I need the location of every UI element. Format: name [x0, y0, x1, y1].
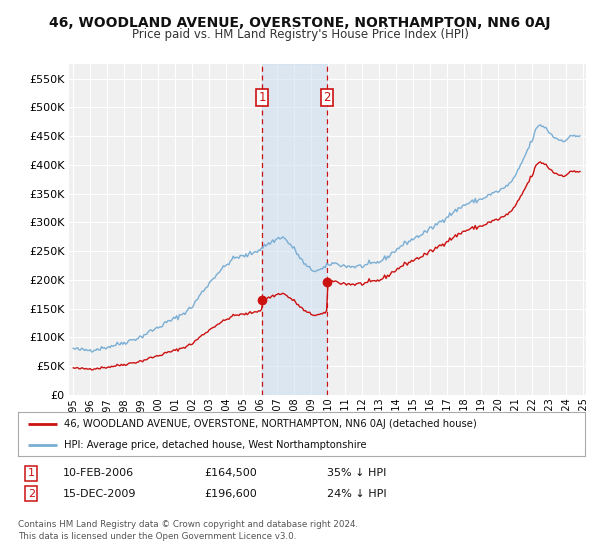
Text: 2: 2: [28, 489, 35, 499]
Text: 46, WOODLAND AVENUE, OVERSTONE, NORTHAMPTON, NN6 0AJ: 46, WOODLAND AVENUE, OVERSTONE, NORTHAMP…: [49, 16, 551, 30]
Text: HPI: Average price, detached house, West Northamptonshire: HPI: Average price, detached house, West…: [64, 440, 367, 450]
Bar: [262, 64, 328, 395]
Text: 15-DEC-2009: 15-DEC-2009: [63, 489, 137, 499]
Text: £196,600: £196,600: [204, 489, 257, 499]
Text: 2: 2: [323, 91, 331, 104]
Text: 10-FEB-2006: 10-FEB-2006: [63, 468, 134, 478]
Text: 1: 1: [259, 91, 266, 104]
Text: Price paid vs. HM Land Registry's House Price Index (HPI): Price paid vs. HM Land Registry's House …: [131, 28, 469, 41]
Text: 35% ↓ HPI: 35% ↓ HPI: [327, 468, 386, 478]
Text: 1: 1: [28, 468, 35, 478]
Text: Contains HM Land Registry data © Crown copyright and database right 2024.
This d: Contains HM Land Registry data © Crown c…: [18, 520, 358, 541]
Text: 24% ↓ HPI: 24% ↓ HPI: [327, 489, 386, 499]
Text: 46, WOODLAND AVENUE, OVERSTONE, NORTHAMPTON, NN6 0AJ (detached house): 46, WOODLAND AVENUE, OVERSTONE, NORTHAMP…: [64, 419, 477, 429]
Text: £164,500: £164,500: [204, 468, 257, 478]
